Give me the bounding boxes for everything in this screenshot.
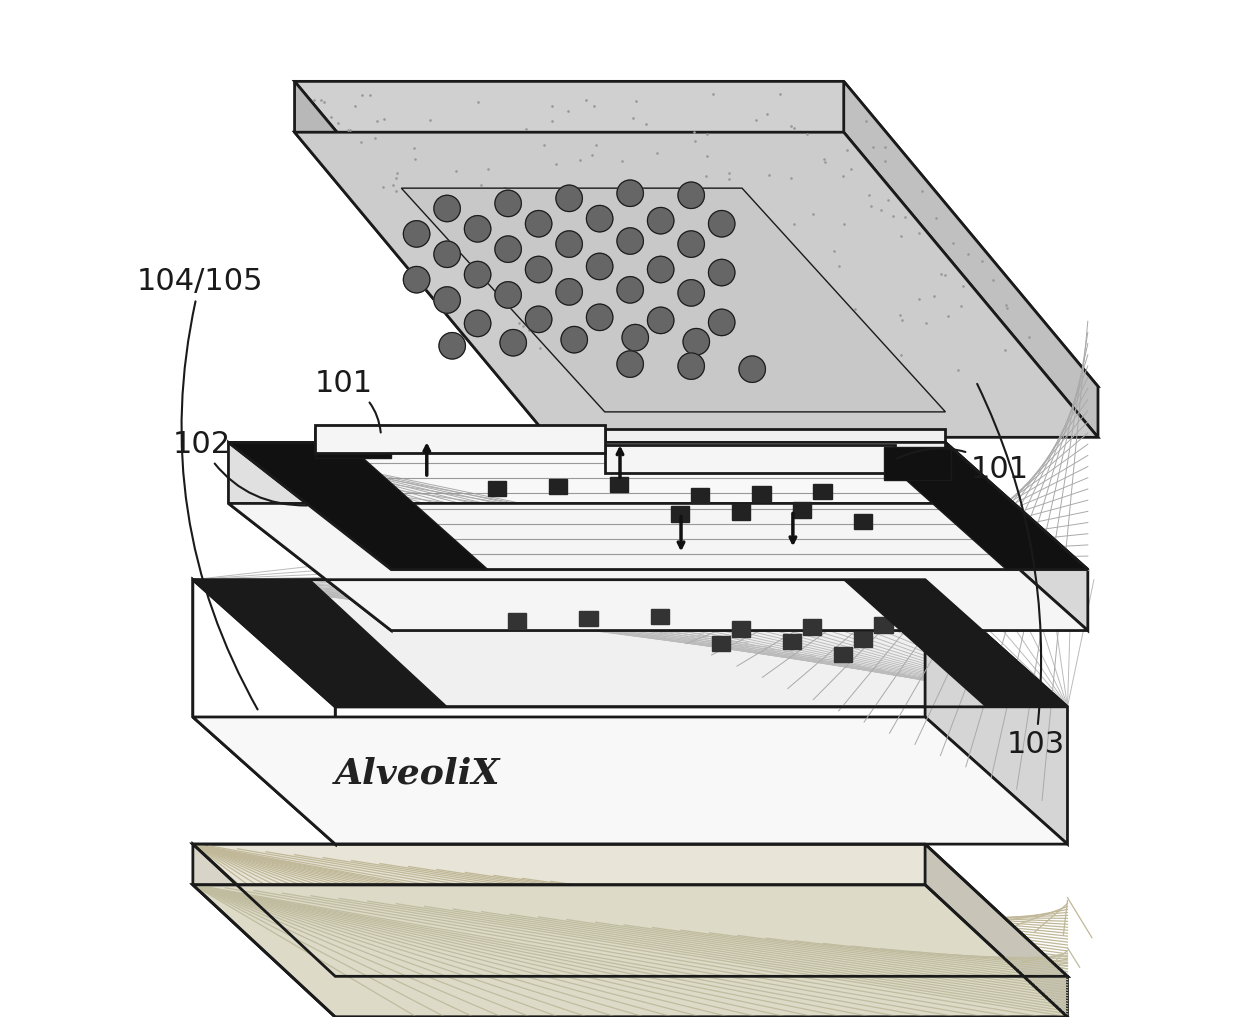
Circle shape bbox=[587, 253, 613, 280]
Bar bbox=[813, 484, 832, 499]
Circle shape bbox=[526, 211, 552, 237]
Bar bbox=[874, 617, 893, 633]
Polygon shape bbox=[193, 580, 335, 844]
Circle shape bbox=[587, 205, 613, 232]
Circle shape bbox=[465, 310, 491, 337]
Polygon shape bbox=[295, 81, 1097, 386]
Bar bbox=[712, 636, 730, 651]
Text: 102: 102 bbox=[172, 429, 308, 505]
Polygon shape bbox=[605, 445, 894, 473]
Circle shape bbox=[465, 261, 491, 288]
Polygon shape bbox=[925, 580, 1068, 844]
Polygon shape bbox=[228, 503, 1087, 631]
Polygon shape bbox=[315, 425, 605, 453]
Polygon shape bbox=[295, 81, 549, 437]
Circle shape bbox=[526, 256, 552, 283]
Circle shape bbox=[556, 231, 583, 257]
Circle shape bbox=[647, 256, 673, 283]
Circle shape bbox=[434, 287, 460, 313]
Polygon shape bbox=[193, 717, 1068, 844]
Circle shape bbox=[434, 195, 460, 222]
Polygon shape bbox=[228, 442, 391, 631]
Circle shape bbox=[647, 207, 673, 234]
Circle shape bbox=[526, 306, 552, 333]
Polygon shape bbox=[605, 429, 945, 450]
Circle shape bbox=[708, 259, 735, 286]
Circle shape bbox=[403, 221, 430, 247]
Circle shape bbox=[495, 236, 521, 262]
Circle shape bbox=[587, 304, 613, 331]
Circle shape bbox=[500, 330, 527, 356]
Circle shape bbox=[708, 211, 735, 237]
Polygon shape bbox=[228, 442, 487, 570]
Polygon shape bbox=[193, 844, 1068, 976]
Bar bbox=[732, 621, 750, 637]
Bar bbox=[804, 619, 821, 635]
Polygon shape bbox=[864, 442, 1087, 570]
Bar bbox=[651, 609, 668, 624]
Bar bbox=[854, 514, 872, 529]
Circle shape bbox=[556, 279, 583, 305]
Circle shape bbox=[683, 328, 709, 355]
Circle shape bbox=[739, 356, 765, 382]
Polygon shape bbox=[193, 580, 335, 844]
Polygon shape bbox=[193, 580, 448, 707]
Text: AlveoliX: AlveoliX bbox=[335, 756, 501, 790]
Circle shape bbox=[678, 231, 704, 257]
Bar bbox=[579, 611, 598, 626]
Text: 103: 103 bbox=[977, 383, 1065, 759]
Bar bbox=[508, 613, 527, 629]
Bar bbox=[753, 486, 770, 501]
Circle shape bbox=[678, 353, 704, 379]
Text: 101: 101 bbox=[315, 368, 381, 432]
Polygon shape bbox=[945, 442, 1087, 631]
Bar bbox=[854, 632, 872, 647]
Circle shape bbox=[434, 241, 460, 267]
Circle shape bbox=[618, 180, 644, 206]
Polygon shape bbox=[193, 580, 1068, 707]
Bar bbox=[792, 502, 811, 518]
Circle shape bbox=[647, 307, 673, 334]
Bar bbox=[487, 481, 506, 496]
Text: 104/105: 104/105 bbox=[136, 266, 263, 710]
Circle shape bbox=[495, 282, 521, 308]
Polygon shape bbox=[315, 425, 391, 458]
Circle shape bbox=[403, 266, 430, 293]
Circle shape bbox=[618, 228, 644, 254]
Bar bbox=[782, 634, 801, 649]
Polygon shape bbox=[193, 885, 1068, 1017]
Polygon shape bbox=[925, 844, 1068, 1017]
Polygon shape bbox=[228, 442, 1087, 570]
Bar bbox=[549, 479, 567, 494]
Bar bbox=[691, 488, 709, 503]
Bar bbox=[732, 504, 750, 520]
Polygon shape bbox=[884, 447, 951, 480]
Circle shape bbox=[618, 277, 644, 303]
Circle shape bbox=[560, 326, 588, 353]
Circle shape bbox=[708, 309, 735, 336]
Circle shape bbox=[678, 182, 704, 208]
Circle shape bbox=[495, 190, 521, 217]
Bar bbox=[833, 647, 852, 662]
Circle shape bbox=[439, 333, 465, 359]
Circle shape bbox=[556, 185, 583, 212]
Circle shape bbox=[678, 280, 704, 306]
Polygon shape bbox=[843, 580, 1068, 707]
Polygon shape bbox=[295, 132, 1097, 437]
Circle shape bbox=[465, 216, 491, 242]
Text: 101: 101 bbox=[897, 448, 1029, 484]
Polygon shape bbox=[402, 188, 945, 412]
Polygon shape bbox=[193, 844, 335, 1017]
Circle shape bbox=[618, 351, 644, 377]
Bar bbox=[671, 506, 689, 522]
Polygon shape bbox=[843, 81, 1097, 437]
Polygon shape bbox=[315, 429, 605, 450]
Circle shape bbox=[622, 324, 649, 351]
Bar bbox=[610, 477, 629, 492]
